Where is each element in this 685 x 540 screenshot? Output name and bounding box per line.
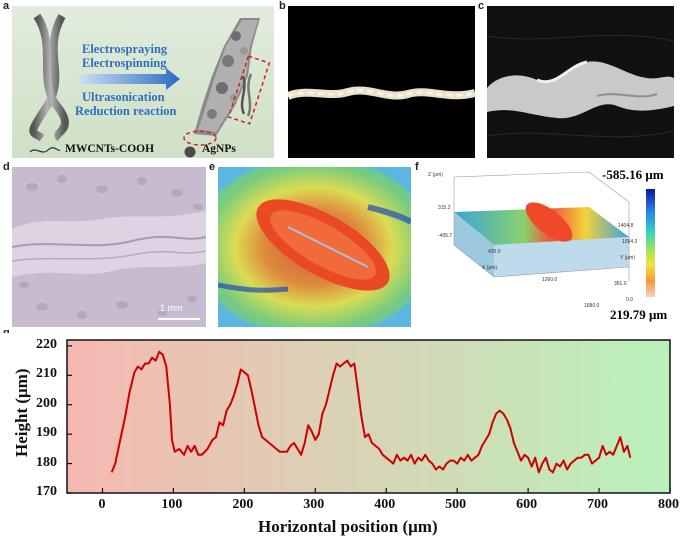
x-tick-label: 300	[303, 497, 325, 512]
y-tick-label: 190	[36, 425, 57, 441]
3d-height-map: Z (μm) X (μm) Y (μm) 315.2 -405.7 420.0 …	[424, 167, 679, 327]
x-tick-label: 100	[161, 497, 183, 512]
y-tick-label: 180	[36, 454, 57, 470]
x-tick-label: 600	[516, 497, 538, 512]
tick-3: 420.0	[488, 249, 501, 255]
y-tick-label: 210	[36, 366, 57, 382]
y-axis-title: Height (μm)	[12, 368, 31, 457]
colorbar	[646, 189, 655, 297]
y-tick-label: 220	[36, 336, 57, 352]
panel-label-a: a	[3, 0, 10, 12]
chart-canvas	[66, 339, 671, 494]
z-axis-label: Z (μm)	[428, 172, 443, 178]
y-tick-label: 170	[36, 484, 57, 499]
yarn-image	[288, 6, 475, 158]
tick-7: 1054.3	[622, 239, 638, 245]
process-electrospinning: Electrospinning	[82, 56, 167, 70]
x-tick-label: 0	[98, 497, 106, 512]
x-tick-label: 800	[658, 497, 679, 512]
process-ultrasonication: Ultrasonication	[82, 90, 165, 104]
colorbar-max-label: -585.16 μm	[602, 167, 664, 182]
x-tick-label: 500	[445, 497, 467, 512]
x-axis-title: Horizontal position (μm)	[258, 517, 438, 536]
plot-area	[67, 340, 670, 493]
height-series-line	[110, 350, 632, 474]
panel-label-f: f	[415, 161, 419, 173]
tick-8: 351.0	[614, 281, 627, 287]
y-axis-label: Y (μm)	[620, 255, 636, 261]
schematic-panel: Electrospraying Electrospinning Ultrason…	[12, 6, 274, 158]
x-tick-label: 400	[374, 497, 396, 512]
tick-6: 1404.8	[618, 223, 634, 229]
height-profile-chart: Height (μm) Horizontal position (μm) 0 10…	[0, 333, 685, 540]
sem-fiber-image	[487, 6, 674, 158]
process-reduction: Reduction reaction	[75, 104, 177, 118]
panel-label-c: c	[478, 0, 485, 12]
sem-surface-image: 1 mm	[12, 167, 206, 327]
x-tick-label: 700	[587, 497, 609, 512]
y-tick-label: 200	[36, 395, 57, 411]
x-tick-label: 200	[232, 497, 254, 512]
x-axis-label: X (μm)	[482, 265, 498, 271]
legend-agnps: AgNPs	[202, 143, 236, 155]
tick-2: -405.7	[438, 233, 453, 239]
colorbar-min-label: 219.79 μm	[610, 307, 668, 322]
tick-9: 0.0	[626, 297, 633, 303]
tick-4: 1260.0	[542, 277, 558, 283]
process-electrospraying: Electrospraying	[82, 42, 168, 56]
panel-label-e: e	[209, 161, 216, 173]
scale-bar-label: 1 mm	[160, 303, 183, 313]
schematic-illustration	[12, 6, 274, 158]
plot-frame	[66, 339, 671, 494]
height-map-image	[218, 167, 411, 327]
panel-label-d: d	[3, 161, 10, 173]
yarn-photo	[288, 6, 475, 158]
tick-5: 1680.0	[584, 303, 600, 309]
panel-label-b: b	[279, 0, 286, 12]
tick-1: 315.2	[438, 205, 451, 211]
legend-mwcnts: MWCNTs-COOH	[65, 143, 155, 155]
